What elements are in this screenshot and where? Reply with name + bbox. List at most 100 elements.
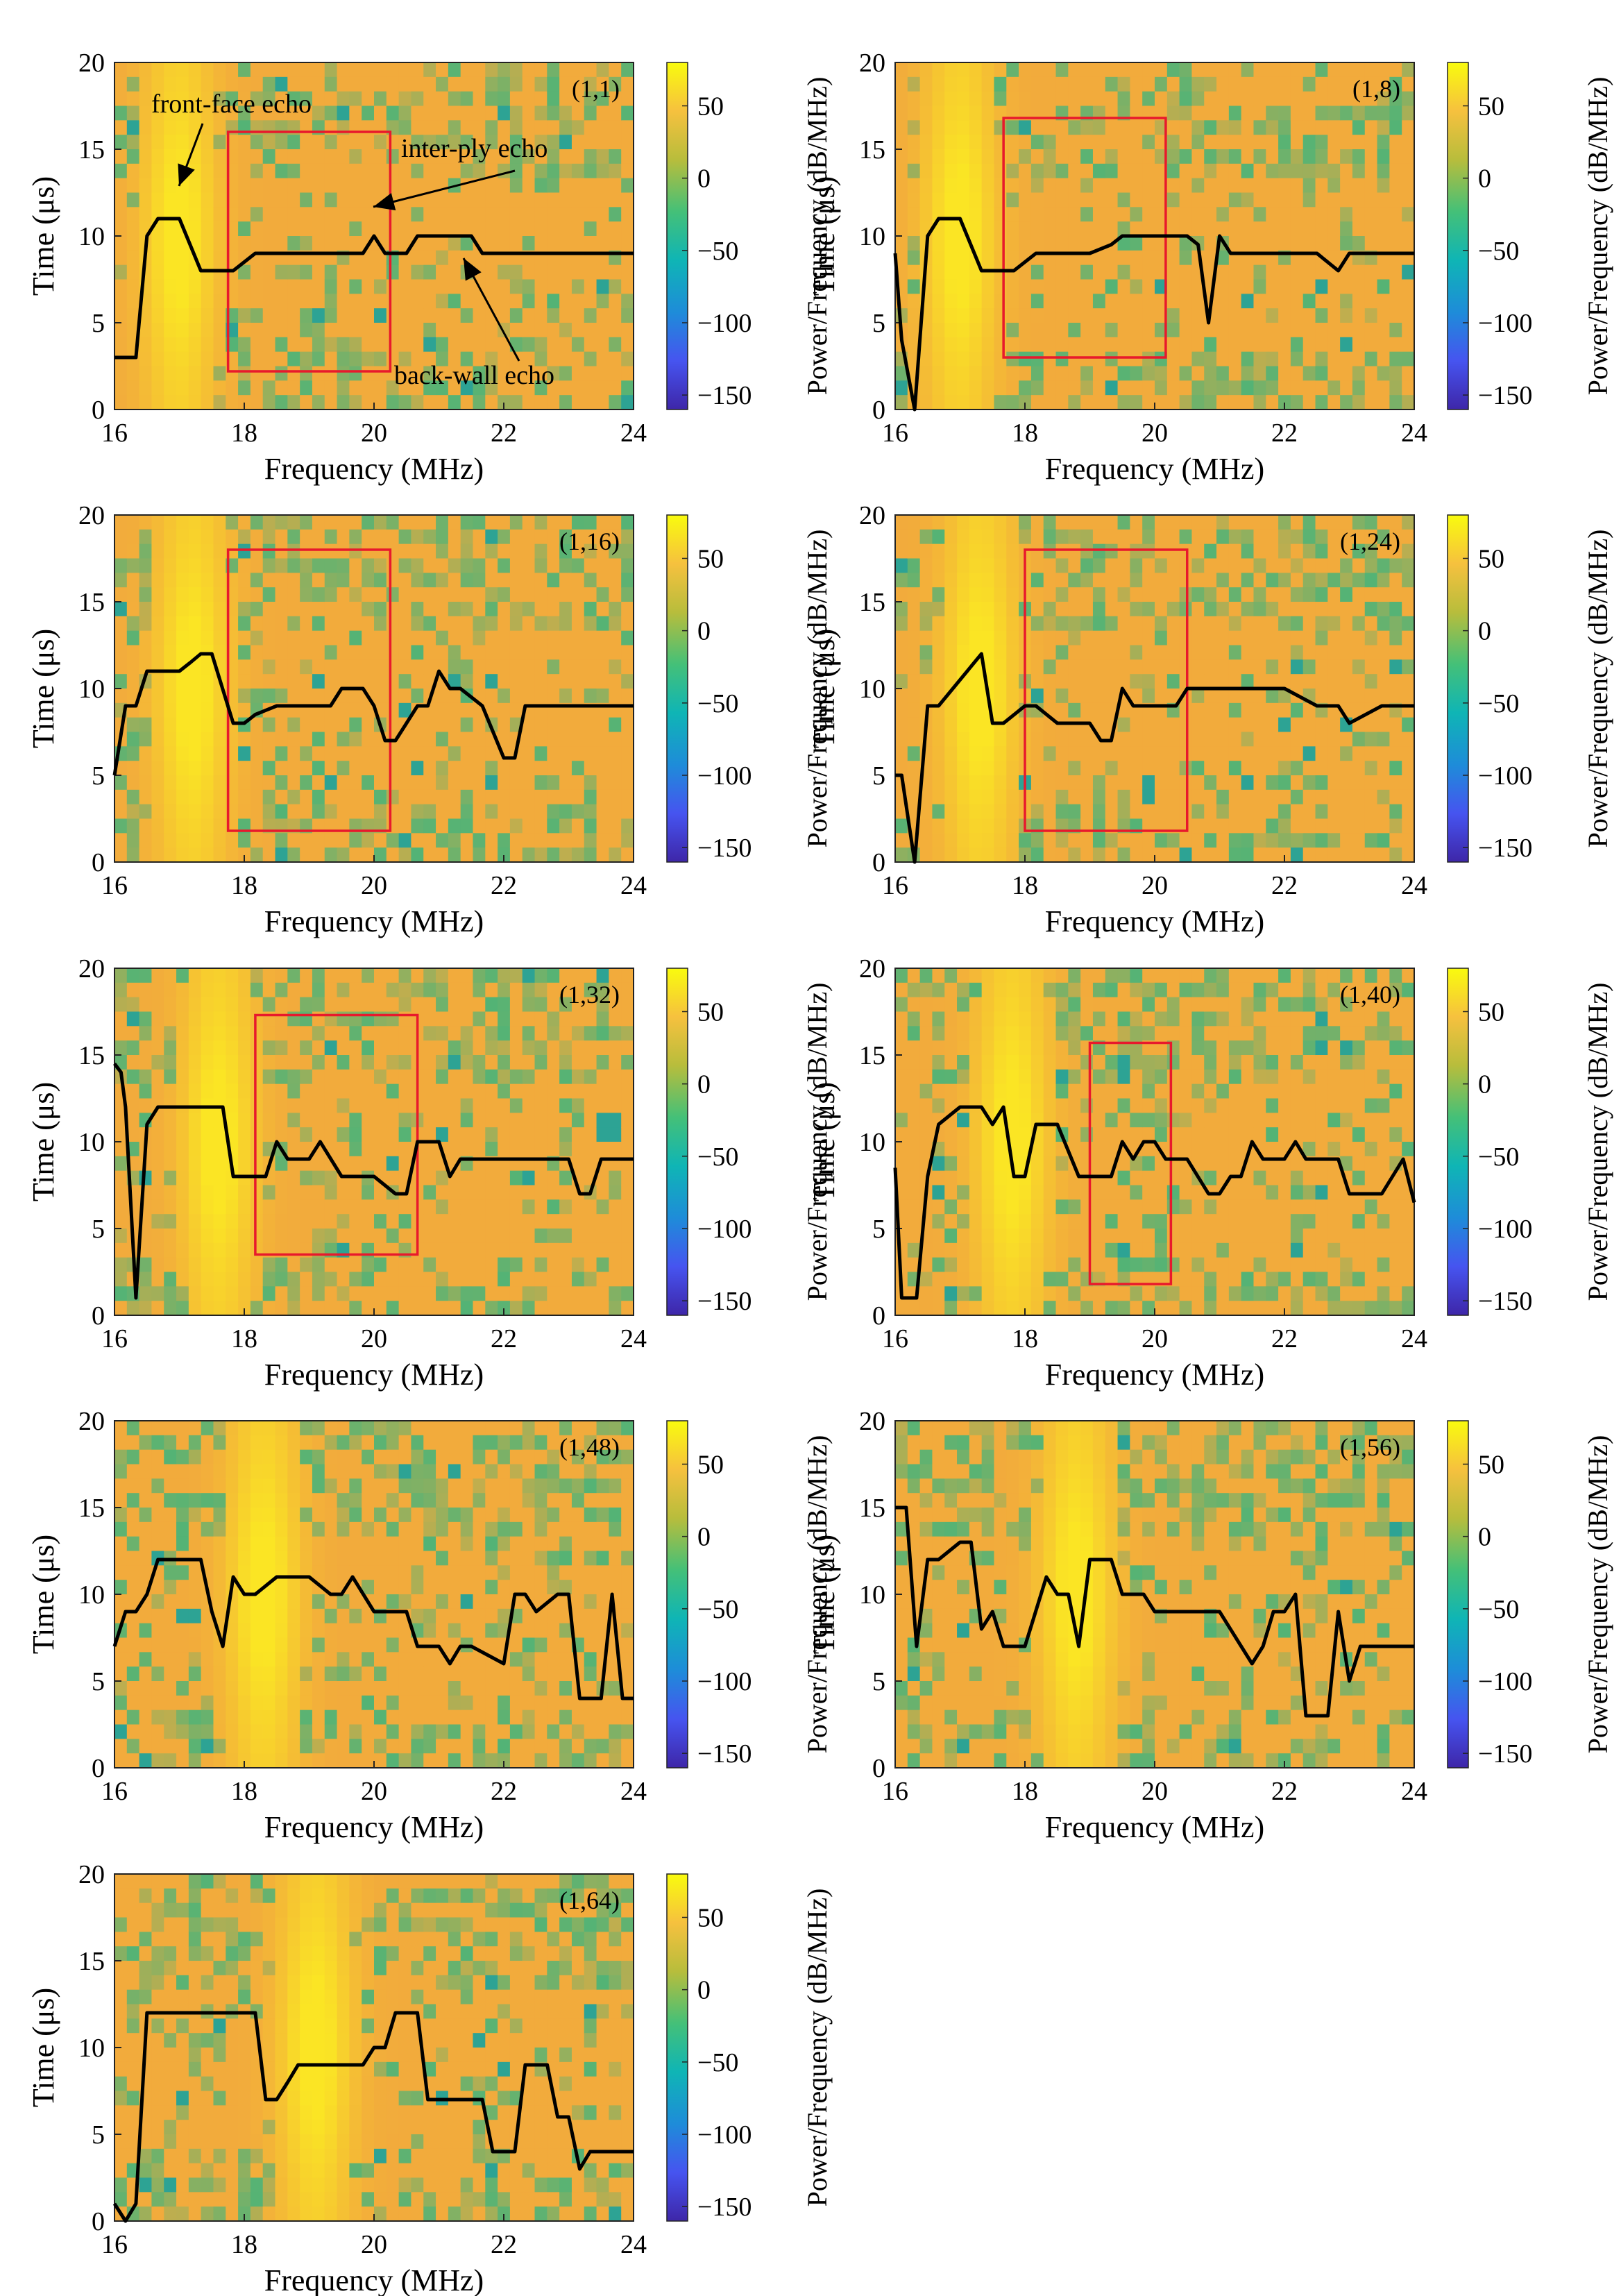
colorbar-label: Power/Frequency (dB/MHz) bbox=[801, 530, 833, 848]
x-tick-label: 20 bbox=[361, 1777, 387, 1806]
x-axis-label: Frequency (MHz) bbox=[264, 1810, 484, 1844]
x-tick-label: 22 bbox=[491, 1324, 517, 1353]
annotations: front-face echo inter-ply echo back-wall e… bbox=[151, 90, 554, 390]
panel-tag: (1,32) bbox=[559, 981, 620, 1008]
y-tick-label: 20 bbox=[859, 49, 885, 78]
y-axis-label: Time (μs) bbox=[26, 629, 60, 748]
x-tick-label: 22 bbox=[1271, 419, 1298, 448]
x-tick-label: 22 bbox=[1271, 1777, 1298, 1806]
colorbar bbox=[1447, 968, 1469, 1316]
panel-140: 16 18 20 22 24 0 5 10 15 20 Frequency (MHz) Time (μ… bbox=[807, 954, 1613, 1392]
x-tick-label: 18 bbox=[1012, 871, 1038, 900]
y-tick-label: 20 bbox=[78, 501, 105, 530]
y-axis-label: Time (μs) bbox=[807, 1535, 841, 1654]
colorbar-tick-label: −100 bbox=[697, 2120, 752, 2150]
y-tick-label: 15 bbox=[78, 1494, 105, 1523]
colorbar-label: Power/Frequency (dB/MHz) bbox=[1582, 77, 1613, 396]
panel-tag: (1,8) bbox=[1352, 75, 1400, 103]
y-axis-label: Time (μs) bbox=[26, 1535, 60, 1654]
annotation-arrow-2 bbox=[373, 169, 516, 208]
annotation-arrowhead bbox=[464, 258, 482, 281]
y-tick-label: 0 bbox=[92, 1301, 105, 1331]
y-tick-label: 5 bbox=[872, 761, 885, 791]
colorbar-tick-label: 0 bbox=[1478, 1523, 1491, 1552]
y-tick-label: 5 bbox=[92, 1215, 105, 1244]
y-tick-label: 20 bbox=[78, 1407, 105, 1436]
y-tick-label: 10 bbox=[78, 222, 105, 251]
colorbar-tick-label: −50 bbox=[697, 237, 738, 266]
x-tick-label: 22 bbox=[491, 871, 517, 900]
colorbar bbox=[666, 1873, 688, 2222]
x-tick-label: 18 bbox=[231, 1777, 257, 1806]
colorbar-label: Power/Frequency (dB/MHz) bbox=[801, 1889, 833, 2207]
y-tick-label: 0 bbox=[92, 1754, 105, 1783]
echo-line bbox=[113, 1062, 634, 1300]
y-tick-label: 20 bbox=[78, 954, 105, 984]
x-axis-label: Frequency (MHz) bbox=[264, 2263, 484, 2296]
colorbar-tick-label: −100 bbox=[1478, 1215, 1532, 1244]
echo-line bbox=[112, 2011, 634, 2223]
x-axis-label: Frequency (MHz) bbox=[264, 904, 484, 938]
x-tick-label: 20 bbox=[361, 2230, 387, 2259]
x-tick-label: 20 bbox=[1142, 419, 1168, 448]
highlight-box bbox=[226, 548, 392, 832]
colorbar-tick-label: −100 bbox=[697, 309, 752, 338]
x-tick-label: 24 bbox=[620, 1324, 647, 1353]
y-tick-label: 0 bbox=[872, 1754, 885, 1783]
x-tick-label: 18 bbox=[231, 419, 257, 448]
y-tick-label: 5 bbox=[92, 2120, 105, 2150]
highlight-box bbox=[254, 1013, 419, 1256]
colorbar bbox=[1447, 62, 1469, 410]
y-tick-label: 20 bbox=[78, 49, 105, 78]
panel-tag: (1,24) bbox=[1340, 527, 1400, 555]
colorbar-tick-label: −100 bbox=[1478, 309, 1532, 338]
x-axis-label: Frequency (MHz) bbox=[1045, 904, 1264, 938]
colorbar-tick-label: −50 bbox=[697, 1142, 738, 1172]
x-tick-label: 22 bbox=[491, 1777, 517, 1806]
colorbar-tick-label: 0 bbox=[1478, 617, 1491, 646]
x-tick-label: 22 bbox=[1271, 1324, 1298, 1353]
y-tick-label: 5 bbox=[92, 309, 105, 338]
y-axis-label: Time (μs) bbox=[26, 1988, 60, 2107]
colorbar-tick-label: 0 bbox=[697, 617, 711, 646]
x-tick-label: 18 bbox=[1012, 1777, 1038, 1806]
colorbar-tick-label: 50 bbox=[1478, 92, 1504, 121]
y-tick-label: 10 bbox=[859, 1580, 885, 1610]
x-tick-label: 16 bbox=[101, 419, 128, 448]
y-axis-label: Time (μs) bbox=[807, 629, 841, 748]
y-tick-label: 15 bbox=[78, 588, 105, 617]
colorbar-tick-label: −50 bbox=[697, 1595, 738, 1624]
annotation-inter-ply: inter-ply echo bbox=[401, 134, 548, 163]
echo-line bbox=[114, 217, 634, 360]
colorbar-tick-label: −150 bbox=[1478, 1739, 1532, 1769]
y-tick-label: 15 bbox=[78, 1947, 105, 1976]
y-tick-label: 15 bbox=[859, 1041, 885, 1070]
x-tick-label: 20 bbox=[361, 419, 387, 448]
y-tick-label: 20 bbox=[78, 1860, 105, 1889]
y-tick-label: 5 bbox=[872, 1215, 885, 1244]
y-tick-label: 10 bbox=[78, 675, 105, 704]
colorbar bbox=[666, 62, 688, 410]
panel-18: 16 18 20 22 24 0 5 10 15 20 Frequency (MHz) Time (μ… bbox=[807, 49, 1613, 486]
x-tick-label: 16 bbox=[101, 871, 128, 900]
y-axis-label: Time (μs) bbox=[807, 176, 841, 296]
spectrogram-cells bbox=[895, 62, 1415, 410]
colorbar-tick-label: 0 bbox=[697, 164, 711, 194]
y-tick-label: 10 bbox=[859, 675, 885, 704]
echo-line bbox=[112, 1558, 634, 1700]
colorbar-tick-label: −50 bbox=[697, 689, 738, 718]
y-tick-label: 5 bbox=[872, 309, 885, 338]
x-tick-label: 20 bbox=[1142, 871, 1168, 900]
x-tick-label: 20 bbox=[1142, 1324, 1168, 1353]
echo-line bbox=[895, 652, 1414, 864]
y-tick-label: 20 bbox=[859, 501, 885, 530]
spectrogram-cells bbox=[114, 968, 634, 1316]
x-tick-label: 24 bbox=[1401, 871, 1427, 900]
x-axis-label: Frequency (MHz) bbox=[264, 452, 484, 486]
colorbar-tick-label: 50 bbox=[1478, 545, 1504, 574]
colorbar bbox=[1447, 514, 1469, 863]
panel-148: 16 18 20 22 24 0 5 10 15 20 Frequency (MHz) Time (μ… bbox=[26, 1407, 833, 1844]
colorbar-tick-label: 50 bbox=[697, 92, 724, 121]
y-tick-label: 10 bbox=[78, 1128, 105, 1157]
